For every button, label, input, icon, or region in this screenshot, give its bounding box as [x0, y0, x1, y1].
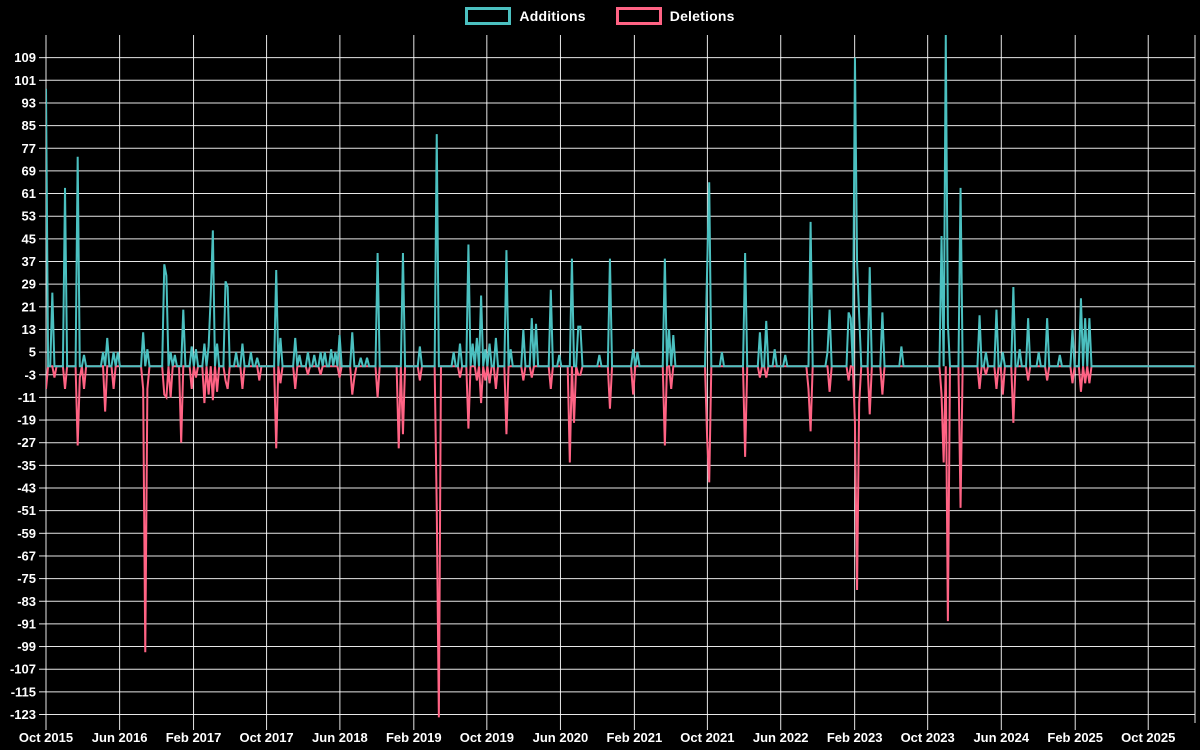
y-tick-label: -115 — [11, 684, 36, 699]
y-tick-label: 5 — [29, 345, 36, 360]
y-tick-label: -43 — [17, 481, 36, 496]
x-tick-label: Oct 2015 — [19, 730, 73, 745]
x-tick-label: Feb 2019 — [386, 730, 442, 745]
legend-item-additions[interactable]: Additions — [465, 7, 586, 25]
y-tick-label: 53 — [22, 209, 36, 224]
y-tick-label: 101 — [14, 73, 36, 88]
y-tick-label: 45 — [22, 231, 36, 246]
x-tick-label: Oct 2025 — [1121, 730, 1175, 745]
y-tick-label: 37 — [22, 254, 36, 269]
x-tick-label: Feb 2021 — [607, 730, 663, 745]
y-tick-label: -3 — [24, 367, 36, 382]
x-tick-label: Oct 2021 — [680, 730, 734, 745]
x-tick-label: Jun 2024 — [973, 730, 1029, 745]
additions-legend-label: Additions — [519, 8, 586, 24]
x-tick-label: Feb 2017 — [166, 730, 222, 745]
x-tick-label: Feb 2023 — [827, 730, 883, 745]
x-tick-label: Jun 2016 — [92, 730, 148, 745]
x-tick-label: Oct 2017 — [239, 730, 293, 745]
chart-legend: Additions Deletions — [0, 7, 1200, 25]
x-tick-label: Jun 2022 — [753, 730, 809, 745]
deletions-legend-label: Deletions — [669, 8, 735, 24]
y-tick-label: 77 — [22, 141, 36, 156]
y-tick-label: -11 — [18, 390, 36, 405]
y-tick-label: -59 — [17, 526, 36, 541]
y-tick-label: -35 — [17, 458, 36, 473]
x-tick-label: Oct 2023 — [901, 730, 955, 745]
y-tick-label: 93 — [22, 95, 36, 110]
y-tick-label: -107 — [10, 662, 36, 677]
x-tick-label: Feb 2025 — [1047, 730, 1103, 745]
y-tick-label: 29 — [22, 277, 36, 292]
y-tick-label: -19 — [17, 413, 36, 428]
y-tick-label: -83 — [17, 594, 36, 609]
y-tick-label: -67 — [17, 548, 36, 563]
legend-item-deletions[interactable]: Deletions — [615, 7, 735, 25]
deletions-legend-swatch — [615, 7, 662, 25]
deletions-line — [46, 365, 1195, 718]
y-tick-label: 109 — [14, 50, 36, 65]
y-tick-label: 69 — [22, 163, 36, 178]
y-tick-label: -99 — [17, 639, 36, 654]
x-tick-label: Jun 2018 — [312, 730, 368, 745]
y-tick-label: -91 — [17, 616, 36, 631]
y-tick-label: -75 — [17, 571, 36, 586]
y-tick-label: -51 — [17, 503, 36, 518]
x-tick-label: Oct 2019 — [460, 730, 514, 745]
y-tick-label: 13 — [22, 322, 36, 337]
additions-legend-swatch — [465, 7, 512, 25]
y-tick-label: -123 — [10, 707, 36, 722]
y-tick-label: 85 — [22, 118, 36, 133]
x-tick-label: Jun 2020 — [533, 730, 589, 745]
y-tick-label: 21 — [22, 299, 36, 314]
y-tick-label: -27 — [17, 435, 36, 450]
y-tick-label: 61 — [22, 186, 36, 201]
additions-line — [46, 35, 1195, 368]
